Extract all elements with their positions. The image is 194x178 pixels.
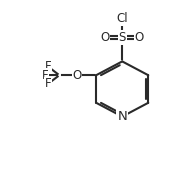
Text: F: F <box>45 77 51 90</box>
Text: O: O <box>72 69 81 82</box>
Text: S: S <box>119 31 126 44</box>
Text: F: F <box>45 60 51 73</box>
Text: Cl: Cl <box>116 12 128 25</box>
Text: O: O <box>100 31 110 44</box>
Text: O: O <box>135 31 144 44</box>
Text: N: N <box>117 110 127 123</box>
Text: F: F <box>42 69 48 82</box>
